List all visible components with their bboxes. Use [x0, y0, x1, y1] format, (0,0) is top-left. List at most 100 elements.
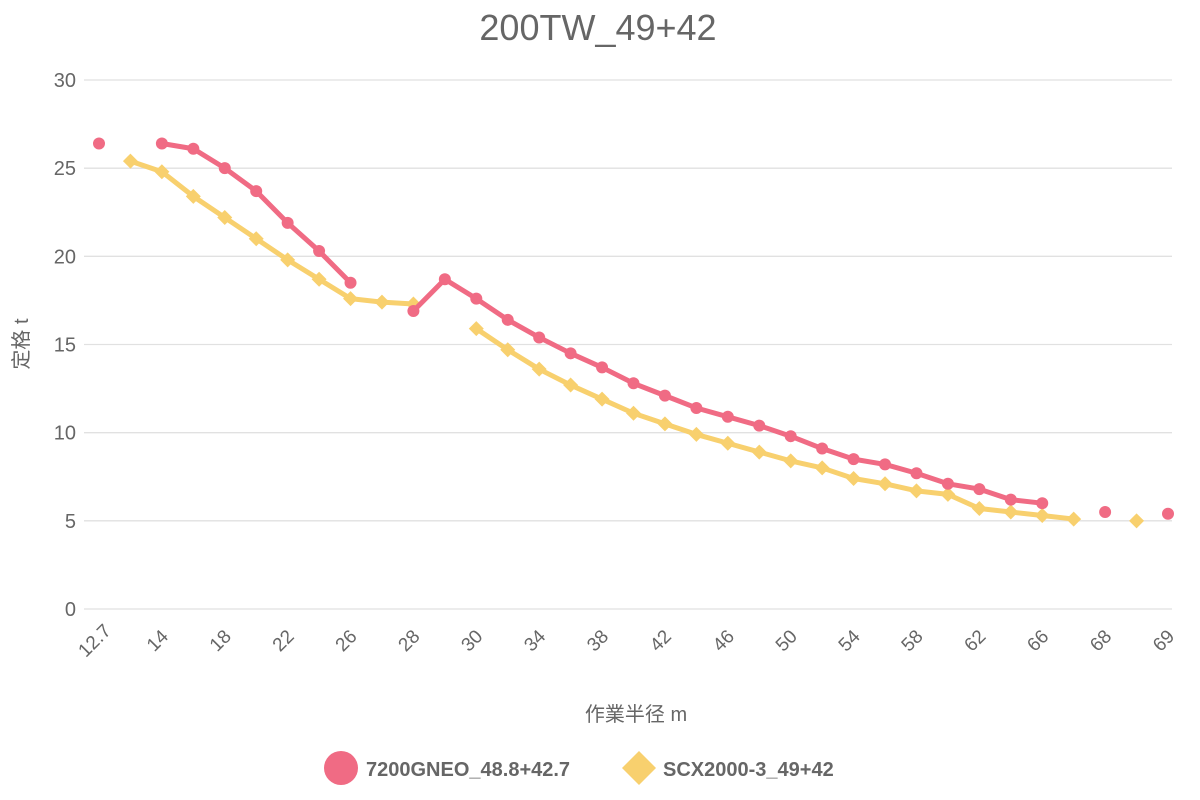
x-tick-label: 69: [1149, 626, 1179, 656]
x-tick-label: 58: [898, 626, 928, 656]
data-point[interactable]: [1099, 506, 1112, 519]
data-point[interactable]: [751, 444, 767, 460]
legend[interactable]: 7200GNEO_48.8+42.7 SCX2000-3_49+42: [324, 751, 834, 785]
data-point[interactable]: [658, 389, 671, 402]
data-point[interactable]: [155, 137, 168, 150]
series-layer: [93, 137, 1174, 529]
data-point[interactable]: [814, 460, 830, 476]
data-point[interactable]: [657, 416, 673, 432]
x-tick-label: 12.7: [75, 621, 116, 662]
data-point[interactable]: [908, 483, 924, 499]
data-point[interactable]: [248, 231, 264, 247]
y-tick-label: 10: [54, 423, 76, 445]
data-point[interactable]: [847, 453, 860, 466]
x-tick-label: 62: [961, 626, 991, 656]
gridlines: [84, 79, 1172, 610]
data-point[interactable]: [217, 210, 233, 226]
data-point[interactable]: [281, 216, 294, 229]
x-tick-label: 14: [143, 626, 173, 656]
data-point[interactable]: [753, 419, 766, 432]
data-point[interactable]: [344, 276, 357, 289]
data-point[interactable]: [690, 401, 703, 414]
data-point[interactable]: [533, 331, 546, 344]
data-point[interactable]: [313, 245, 326, 258]
x-tick-label: 28: [395, 626, 425, 656]
series-line: [410, 276, 1045, 506]
x-tick-label: 54: [835, 626, 865, 656]
data-point[interactable]: [311, 271, 327, 287]
data-point[interactable]: [531, 361, 547, 377]
data-point[interactable]: [940, 486, 956, 502]
x-tick-label: 42: [646, 626, 676, 656]
series-line: [127, 158, 416, 307]
legend-item[interactable]: SCX2000-3_49+42: [622, 751, 834, 785]
series-line: [473, 326, 1077, 522]
data-point[interactable]: [941, 477, 954, 490]
data-point[interactable]: [783, 453, 799, 469]
data-point[interactable]: [468, 321, 484, 337]
data-point[interactable]: [879, 458, 892, 471]
data-point[interactable]: [1004, 493, 1017, 506]
data-point[interactable]: [910, 467, 923, 480]
data-point[interactable]: [784, 430, 797, 443]
x-tick-label: 50: [772, 626, 802, 656]
data-point[interactable]: [816, 442, 829, 455]
data-point[interactable]: [1162, 507, 1174, 520]
data-point[interactable]: [564, 347, 577, 360]
legend-marker-diamond: [622, 751, 656, 785]
data-point[interactable]: [626, 405, 641, 421]
data-point[interactable]: [1129, 513, 1145, 529]
data-point[interactable]: [250, 185, 263, 198]
y-tick-label: 0: [65, 599, 76, 621]
x-tick-label: 30: [458, 626, 488, 656]
data-point[interactable]: [501, 313, 514, 326]
data-point[interactable]: [688, 426, 704, 442]
data-point[interactable]: [1003, 504, 1019, 520]
y-tick-label: 25: [54, 158, 76, 180]
legend-label: SCX2000-3_49+42: [663, 759, 834, 781]
data-point[interactable]: [594, 391, 610, 407]
x-tick-label: 68: [1086, 626, 1116, 656]
data-point[interactable]: [1034, 508, 1050, 524]
x-tick-label: 26: [332, 626, 362, 656]
x-axis-title: 作業半径 m: [585, 703, 687, 726]
data-point[interactable]: [720, 435, 736, 451]
data-point[interactable]: [877, 476, 893, 492]
series-circle: [93, 137, 1174, 520]
data-point[interactable]: [973, 483, 986, 496]
data-point[interactable]: [218, 162, 231, 175]
data-point[interactable]: [438, 273, 451, 286]
data-point[interactable]: [154, 164, 170, 180]
x-tick-label: 66: [1023, 626, 1053, 656]
x-tick-label: 22: [269, 626, 299, 656]
data-point[interactable]: [343, 291, 359, 307]
x-tick-label: 18: [206, 626, 236, 656]
y-axis-ticks: 0 5 10 15 20 25 30: [54, 70, 76, 621]
data-point[interactable]: [596, 361, 609, 374]
data-point[interactable]: [374, 294, 390, 310]
series-diamond: [122, 153, 1145, 529]
data-point[interactable]: [185, 188, 201, 204]
data-point[interactable]: [721, 410, 734, 423]
data-point[interactable]: [122, 153, 138, 169]
y-tick-label: 20: [54, 246, 76, 268]
data-point[interactable]: [407, 304, 420, 317]
data-point[interactable]: [187, 142, 200, 155]
x-tick-label: 38: [583, 626, 613, 656]
data-point[interactable]: [500, 342, 516, 358]
data-point[interactable]: [563, 377, 579, 393]
data-point[interactable]: [627, 377, 640, 390]
chart-title: 200TW_49+42: [479, 7, 716, 48]
data-point[interactable]: [93, 137, 105, 150]
data-point[interactable]: [280, 252, 296, 268]
legend-item[interactable]: 7200GNEO_48.8+42.7: [324, 751, 570, 785]
legend-marker-circle: [324, 751, 358, 785]
data-point[interactable]: [846, 471, 862, 487]
data-point[interactable]: [470, 292, 483, 305]
y-tick-label: 30: [54, 70, 76, 92]
x-axis-ticks: 12.7 14 18 22 26 28 30 34 38 42 46 50 54 58 62 66 68 69: [75, 621, 1179, 662]
data-point[interactable]: [1066, 511, 1082, 527]
data-point[interactable]: [1036, 497, 1049, 510]
data-point[interactable]: [971, 500, 987, 516]
